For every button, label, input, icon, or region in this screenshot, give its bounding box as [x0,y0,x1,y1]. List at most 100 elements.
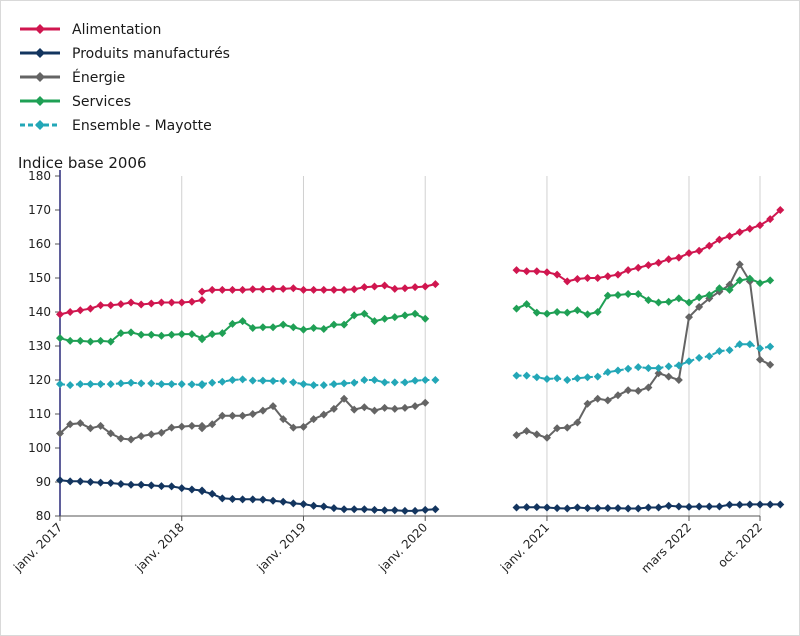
data-point [583,310,592,319]
data-point [279,415,288,424]
data-point [695,293,704,302]
data-point [66,308,75,316]
data-point [76,306,85,315]
data-point [400,378,409,387]
data-point [106,380,115,389]
data-point [218,285,227,294]
data-point [684,313,693,322]
data-point [766,276,775,285]
data-point [380,314,389,323]
data-point [532,503,541,512]
y-tick-label: 180 [28,169,51,183]
legend-item: Alimentation [20,22,161,38]
data-point [411,402,420,411]
data-point [421,314,430,323]
x-tick-label: janv. 2019 [254,520,309,575]
data-point [664,297,673,306]
data-point [198,287,207,296]
data-point [400,506,409,515]
data-point [725,500,734,509]
data-point [431,280,440,289]
data-point [411,283,420,292]
data-point [370,282,379,291]
data-point [512,304,521,313]
data-point [431,376,440,384]
data-point [644,383,653,392]
data-point [573,418,582,427]
data-point [76,336,85,345]
data-point [634,363,643,372]
data-point [603,368,612,377]
data-point [137,300,146,309]
data-point [512,503,521,512]
data-point [96,301,105,310]
data-point [563,308,572,317]
data-point [238,317,247,326]
data-point [573,306,582,315]
data-point [613,366,622,375]
data-point [745,340,754,349]
data-point [705,291,714,299]
data-point [76,477,85,486]
data-point [370,505,379,514]
y-tick-label: 160 [28,237,51,251]
data-point [86,337,95,346]
data-point [735,340,744,349]
data-point [674,253,683,262]
data-point [684,502,693,511]
data-point [86,478,95,486]
data-point [187,485,196,494]
data-point [522,503,531,512]
data-point [542,433,551,442]
data-point [309,323,318,332]
data-point [137,432,146,441]
axes: janv. 2017 janv. 2018 janv. 2019 janv. 2020… [10,169,765,576]
data-point [218,377,227,386]
data-point [613,504,622,513]
legend-label: Énergie [72,69,125,86]
data-point [269,284,278,293]
data-point [66,381,75,390]
data-point [593,308,602,316]
x-tick-label: oct. 2022 [715,520,765,570]
data-point [228,411,237,420]
data-point [228,495,237,503]
legend-item: Services [20,94,131,110]
data-point [329,504,338,513]
data-point [127,480,136,489]
data-point [319,502,328,511]
data-point [400,284,409,293]
data-point [776,206,785,214]
data-point [400,403,409,412]
data-point [167,423,176,432]
data-point [563,504,572,513]
data-point [329,285,338,294]
data-point [279,284,288,293]
series-line [201,283,436,293]
data-point [644,261,653,270]
data-point [157,380,166,389]
data-point [86,380,95,389]
series-layer [56,206,785,515]
data-point [96,421,105,430]
data-point [319,410,328,419]
legend-marker [35,72,45,82]
data-point [715,347,724,356]
series [56,206,785,319]
data-point [522,267,531,276]
data-point [238,495,247,504]
data-point [664,362,673,371]
data-point [177,298,186,307]
data-point [157,331,166,340]
data-point [340,285,349,294]
data-point [167,482,176,491]
data-point [106,337,115,346]
data-point [593,394,602,403]
data-point [248,376,257,385]
x-tick-label: mars 2022 [639,520,695,576]
data-point [96,336,105,345]
data-point [137,480,146,489]
legend-item: Produits manufacturés [20,46,230,62]
data-point [157,428,166,437]
data-point [756,344,764,353]
